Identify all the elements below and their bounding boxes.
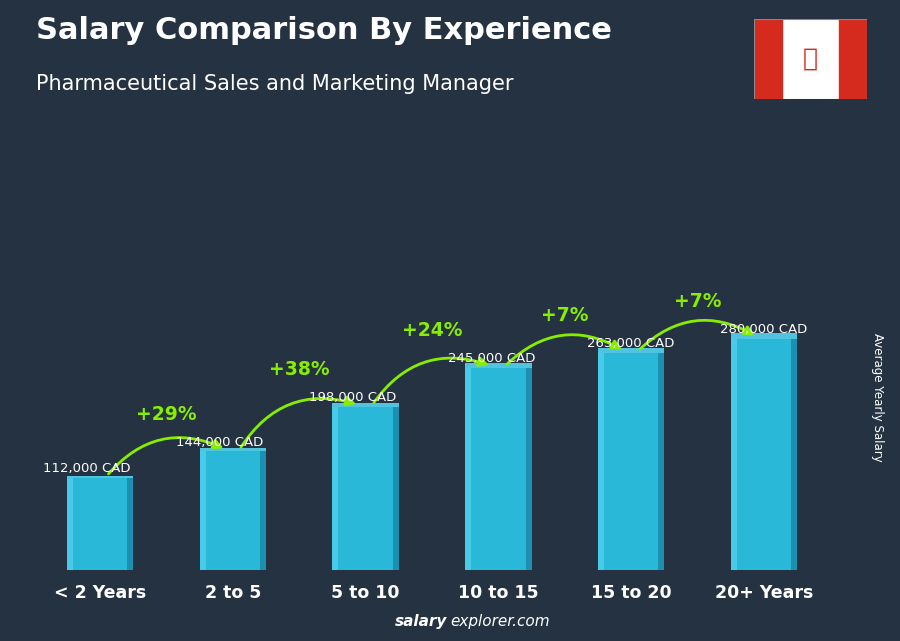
FancyBboxPatch shape [598, 353, 664, 570]
Bar [791, 339, 797, 570]
Text: Pharmaceutical Sales and Marketing Manager: Pharmaceutical Sales and Marketing Manag… [36, 74, 514, 94]
Polygon shape [67, 476, 133, 478]
Text: +29%: +29% [136, 405, 197, 424]
Text: salary: salary [395, 615, 447, 629]
Text: Salary Comparison By Experience: Salary Comparison By Experience [36, 16, 612, 45]
Bar [526, 368, 532, 570]
FancyBboxPatch shape [465, 368, 532, 570]
Bar [659, 353, 664, 570]
Text: 🍁: 🍁 [803, 47, 818, 71]
FancyBboxPatch shape [67, 478, 133, 570]
Text: 280,000 CAD: 280,000 CAD [720, 323, 807, 336]
Text: 112,000 CAD: 112,000 CAD [43, 462, 130, 475]
Bar [200, 451, 205, 570]
Text: +7%: +7% [674, 292, 721, 312]
Text: 245,000 CAD: 245,000 CAD [448, 352, 536, 365]
Polygon shape [200, 449, 266, 451]
FancyBboxPatch shape [332, 407, 399, 570]
Text: +7%: +7% [541, 306, 589, 326]
Bar [598, 353, 604, 570]
Bar [127, 478, 133, 570]
Bar [839, 19, 867, 99]
Polygon shape [731, 333, 797, 339]
Bar [260, 451, 266, 570]
FancyBboxPatch shape [731, 339, 797, 570]
Polygon shape [332, 403, 399, 407]
Bar [465, 368, 472, 570]
Text: +24%: +24% [401, 321, 463, 340]
Polygon shape [598, 347, 664, 353]
Text: +38%: +38% [269, 360, 329, 379]
FancyBboxPatch shape [200, 451, 266, 570]
Polygon shape [465, 363, 532, 368]
Bar [332, 407, 338, 570]
Text: 198,000 CAD: 198,000 CAD [309, 391, 396, 404]
Bar [392, 407, 399, 570]
Text: explorer.com: explorer.com [450, 615, 550, 629]
Text: Average Yearly Salary: Average Yearly Salary [871, 333, 884, 462]
Text: 144,000 CAD: 144,000 CAD [176, 436, 263, 449]
Text: 263,000 CAD: 263,000 CAD [588, 337, 675, 350]
Bar [731, 339, 737, 570]
Bar [754, 19, 782, 99]
Bar [67, 478, 73, 570]
